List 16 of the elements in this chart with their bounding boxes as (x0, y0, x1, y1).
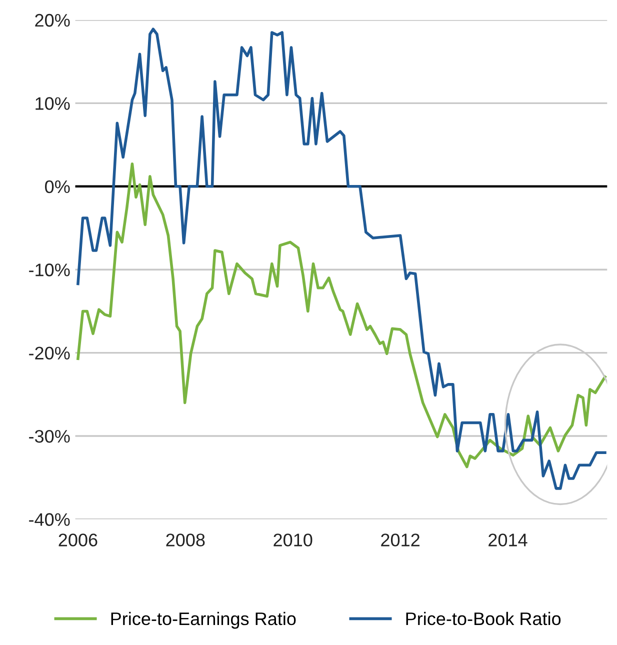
y-tick-label: 0% (45, 180, 70, 194)
y-tick-label: 10% (36, 97, 70, 110)
x-tick-label: 2014 (488, 534, 528, 546)
y-tick-label: 20% (35, 14, 70, 27)
x-tick-label: 2012 (381, 534, 420, 546)
x-tick-label: 2006 (58, 534, 98, 546)
y-tick-label: -10% (29, 264, 70, 276)
line-series (76, 28, 606, 490)
y-tick-label: -30% (29, 430, 70, 443)
line-series (76, 162, 606, 468)
legend-label: Price-to-Book Ratio (406, 612, 561, 626)
legend-label: Price-to-Earnings Ratio (111, 612, 296, 629)
x-tick-label: 2010 (274, 534, 312, 546)
y-tick-label: -20% (29, 346, 70, 360)
y-tick-label: -40% (29, 513, 70, 526)
x-tick-label: 2008 (166, 534, 205, 546)
